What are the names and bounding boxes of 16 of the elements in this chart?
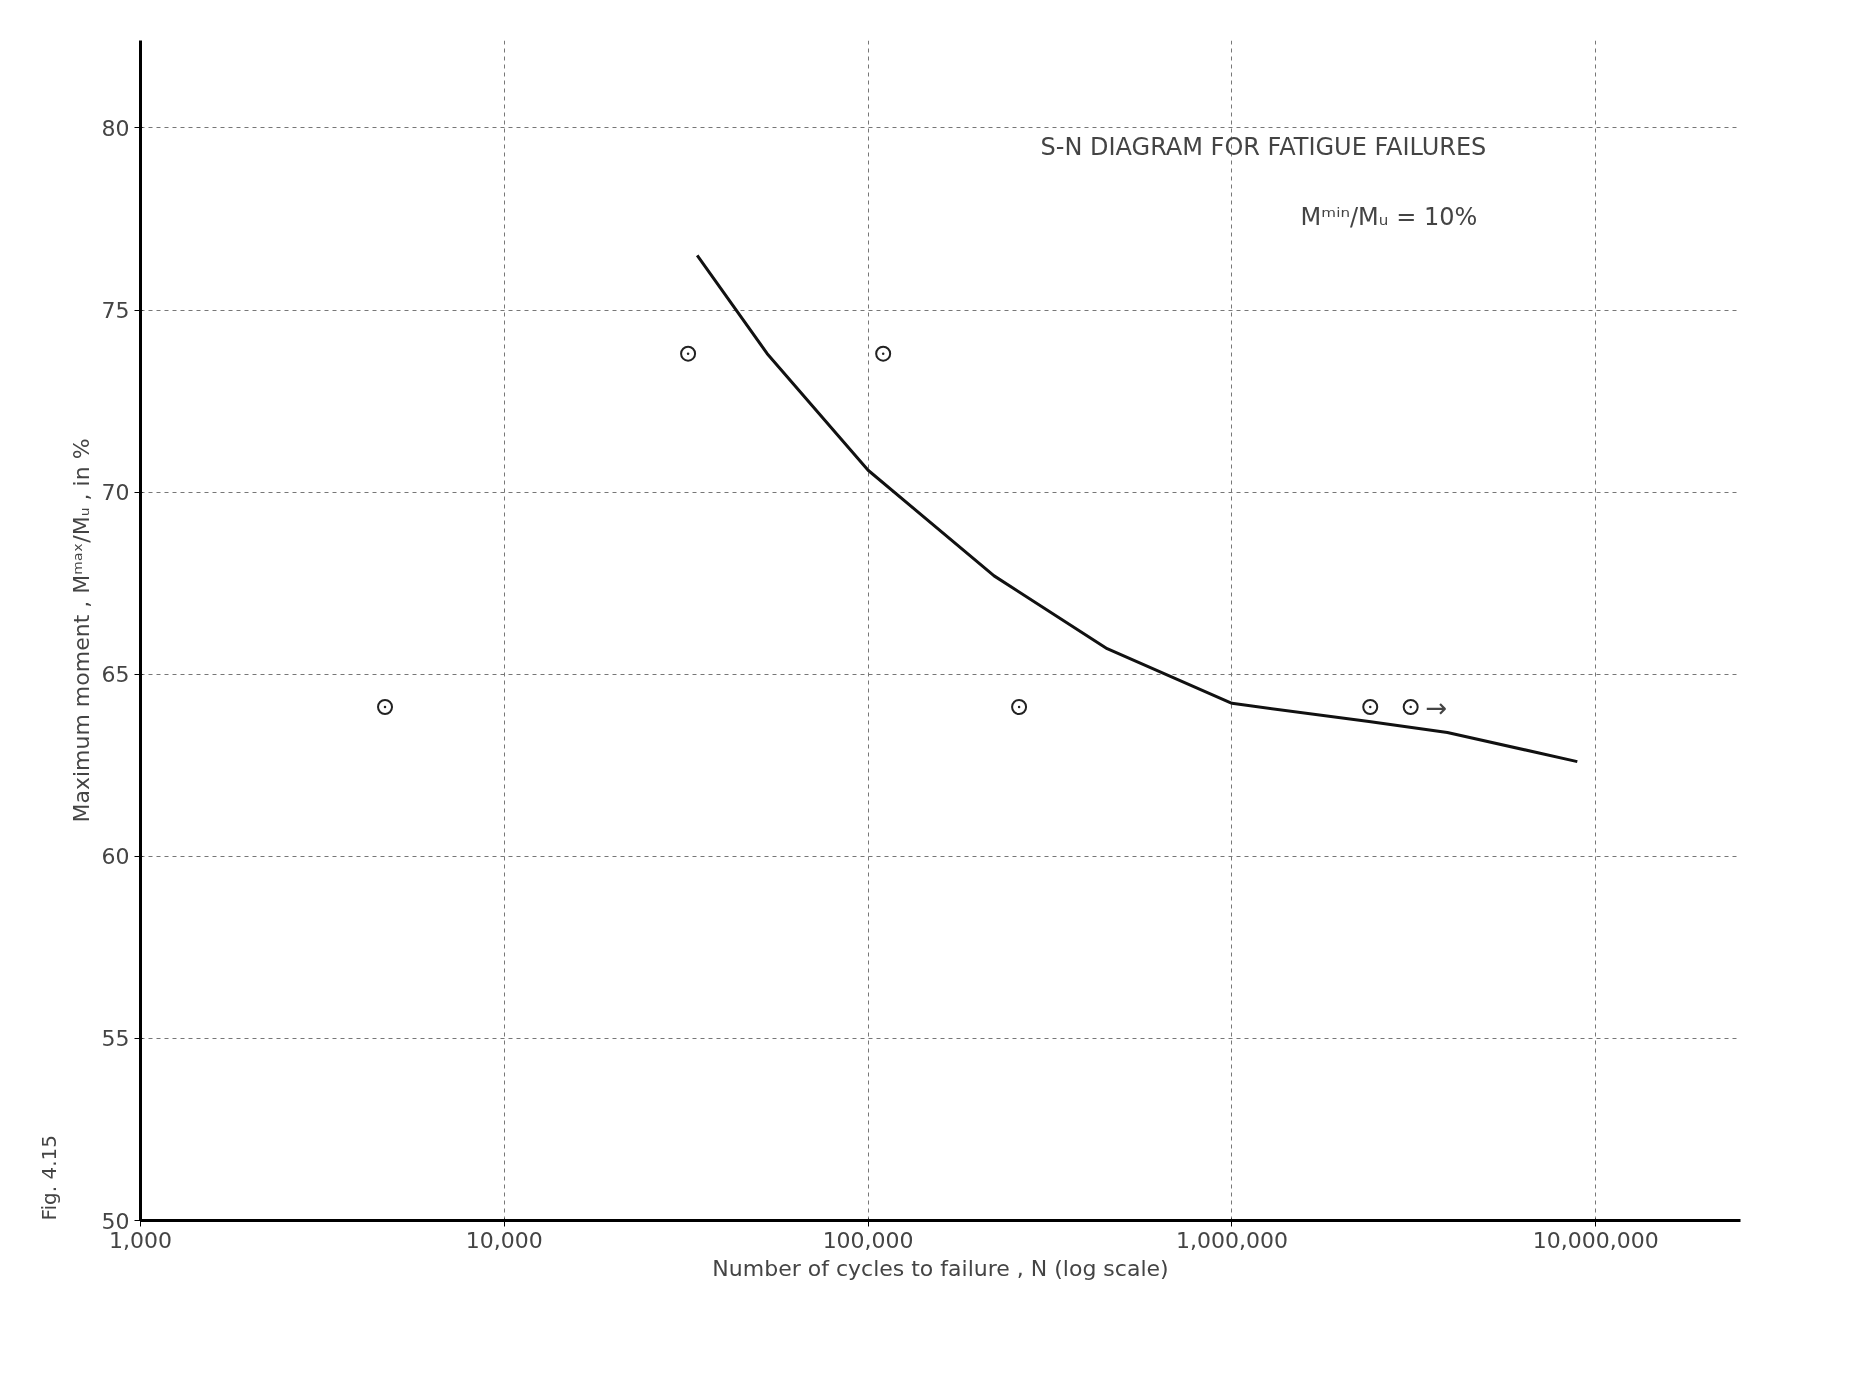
y-tick-label: 65	[101, 662, 130, 688]
y-tick-label: 70	[101, 480, 130, 506]
x-tick-label: 100,000	[822, 1227, 914, 1253]
x-axis-title: Number of cycles to failure , N (log scale)	[712, 1255, 1169, 1281]
x-tick-label: 1,000,000	[1175, 1227, 1288, 1253]
y-tick-label: 55	[101, 1026, 130, 1052]
y-tick-label: 80	[101, 115, 130, 141]
annotation: →	[1425, 692, 1448, 723]
x-tick-label: 10,000	[465, 1227, 543, 1253]
annotation: S-N DIAGRAM FOR FATIGUE FAILURES	[1040, 132, 1487, 161]
x-tick-label: 10,000,000	[1532, 1227, 1659, 1253]
y-tick-label: 60	[101, 844, 130, 870]
y-axis-title: Maximum moment , Mᵐᵃˣ/Mᵤ , in %	[68, 438, 94, 823]
annotation: Mᵐⁱⁿ/Mᵤ = 10%	[1300, 202, 1478, 231]
y-tick-label: 75	[101, 298, 130, 324]
caption: Fig. 4.15	[36, 1134, 61, 1221]
